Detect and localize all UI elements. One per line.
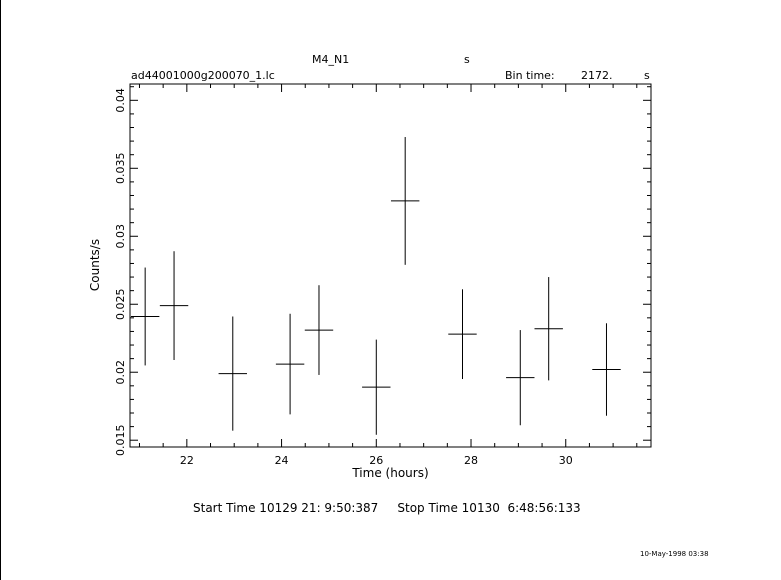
data-point [362, 339, 391, 435]
plot-frame [129, 83, 652, 448]
y-tick-label: 0.025 [114, 288, 127, 320]
y-tick-label: 0.03 [114, 224, 127, 249]
file-name: ad44001000g200070_1.lc [131, 69, 275, 82]
y-tick-label: 0.035 [114, 153, 127, 185]
plot-title: M4_N1 [312, 53, 349, 66]
bin-time-label: Bin time: [505, 69, 555, 82]
data-point [218, 316, 247, 431]
data-point [592, 323, 621, 416]
data-point [130, 267, 160, 366]
data-point [390, 137, 420, 265]
axis-ticks [130, 84, 651, 447]
x-tick-labels: 22 24 26 28 30 [180, 454, 573, 467]
data-point [448, 289, 477, 380]
plot-timestamp: 10-May-1998 03:38 [640, 550, 709, 558]
data-point [304, 285, 334, 375]
x-tick-label: 22 [180, 454, 194, 467]
y-tick-label: 0.015 [114, 424, 127, 456]
bin-time-value: 2172. [581, 69, 613, 82]
x-tick-label: 28 [464, 454, 478, 467]
y-tick-label: 0.02 [114, 360, 127, 385]
x-tick-label: 24 [275, 454, 289, 467]
y-axis-label: Counts/s [88, 239, 102, 291]
plot-title-unit: s [464, 53, 470, 66]
x-tick-label: 30 [559, 454, 573, 467]
y-tick-label: 0.04 [114, 88, 127, 113]
start-stop-time: Start Time 10129 21: 9:50:387 Stop Time … [193, 501, 581, 515]
y-tick-labels: 0.015 0.02 0.025 0.03 0.035 0.04 [114, 88, 127, 456]
x-axis-label: Time (hours) [351, 466, 428, 480]
data-point [159, 251, 189, 360]
bin-time-unit: s [644, 69, 650, 82]
data-points [130, 137, 621, 435]
x-tick-label: 26 [369, 454, 383, 467]
data-point [275, 313, 305, 415]
data-point [506, 330, 535, 426]
data-point [534, 277, 563, 381]
